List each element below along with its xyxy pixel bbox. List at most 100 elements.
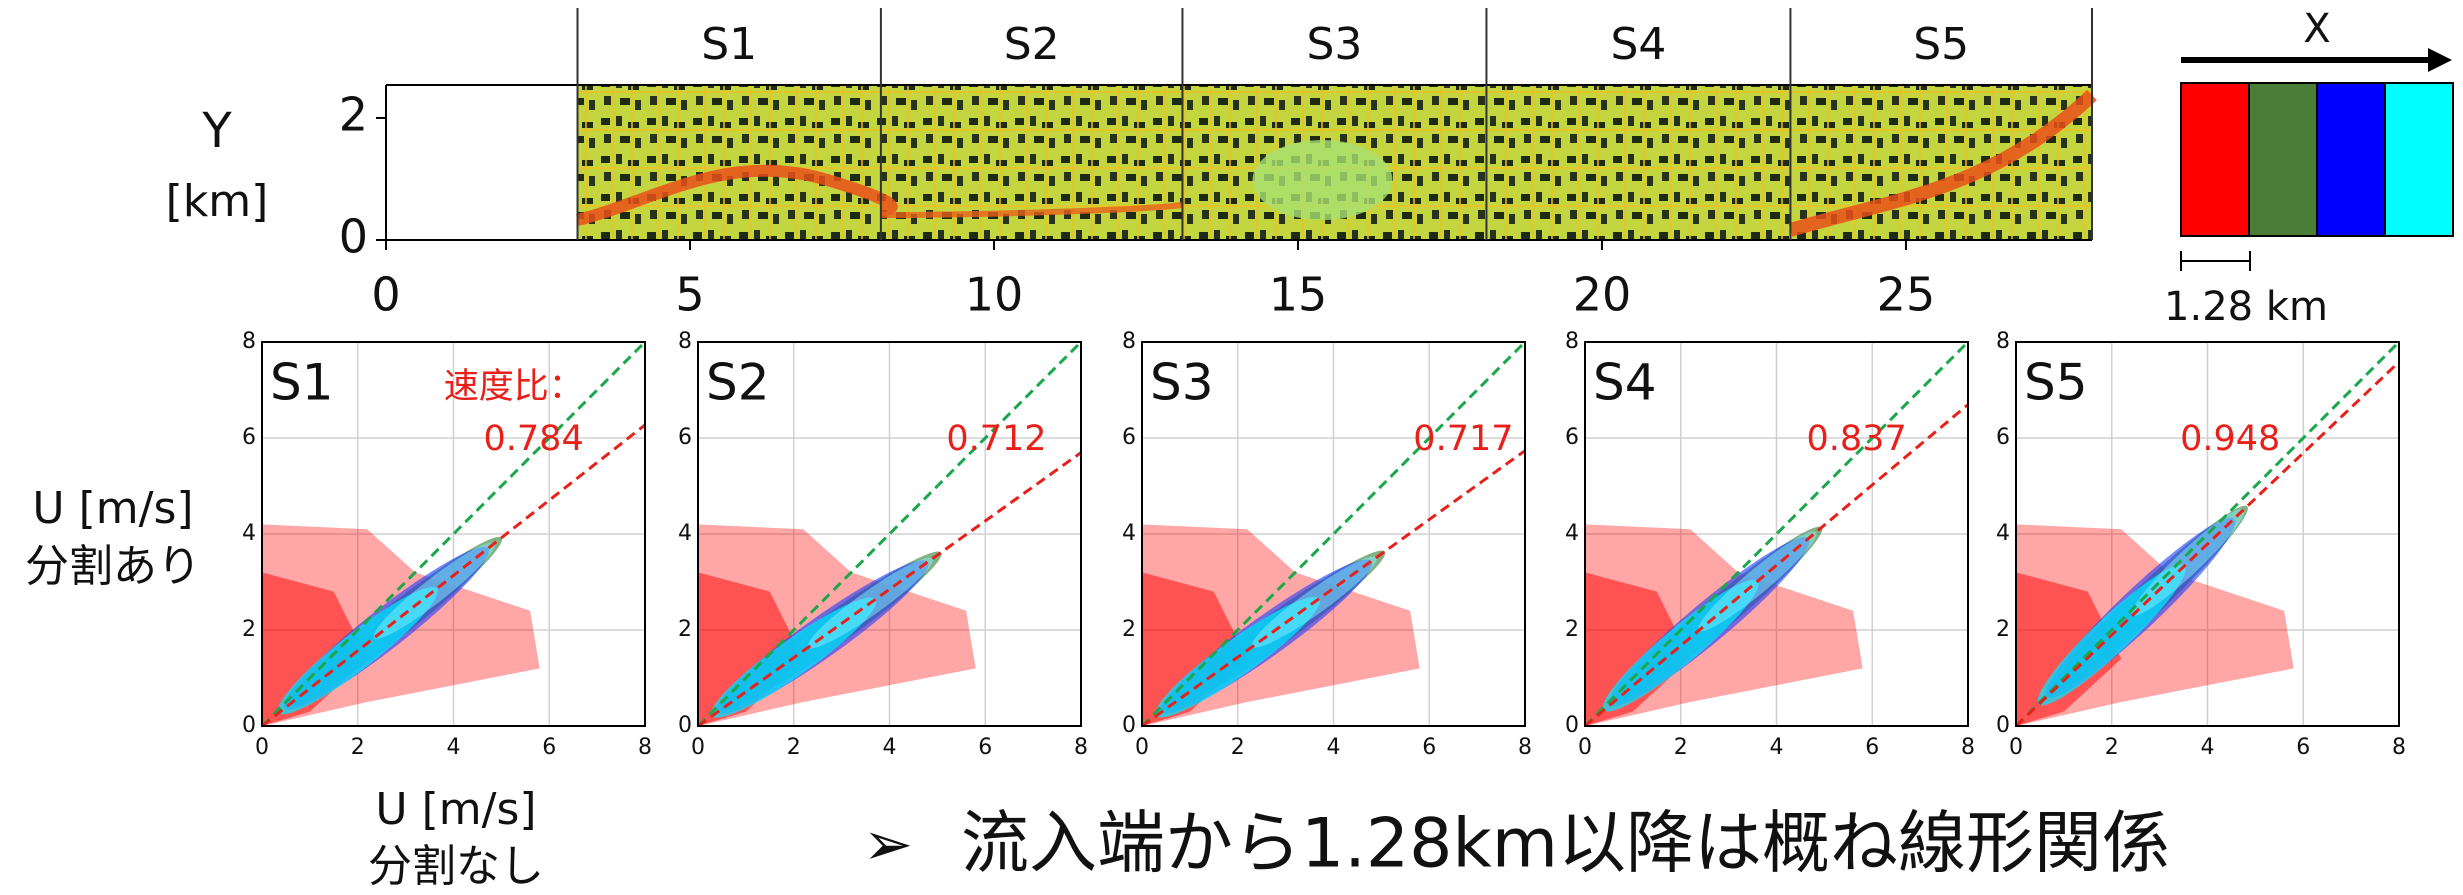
x-tick-label: 8 <box>1074 735 1088 760</box>
y-axis-unit: [km] <box>166 176 269 227</box>
fit-line <box>697 451 1082 728</box>
x-tick-label: 6 <box>542 735 556 760</box>
scatter-panel: 0 2 4 6 8 0 2 4 6 8 S4 0.837 <box>1565 329 1975 760</box>
axes-frame <box>697 341 1082 727</box>
y-tick-label: 6 <box>1565 425 1579 450</box>
legend-swatch <box>2384 82 2454 237</box>
fit-line <box>261 423 646 728</box>
legend <box>2180 82 2454 237</box>
x-tick-label: 6 <box>2296 735 2310 760</box>
x-tick-label: 4 <box>1327 735 1341 760</box>
x-tick-label: 2 <box>1674 735 1688 760</box>
y-tick-label: 2 <box>1996 617 2010 642</box>
y-tick-label: 0 <box>678 713 692 738</box>
point-cloud-red <box>698 572 804 726</box>
y-tick-label: 4 <box>1122 521 1136 546</box>
legend-swatch <box>2180 82 2250 237</box>
y-tick-label: 2 <box>339 87 368 141</box>
point-cloud-red <box>2016 572 2122 726</box>
x-tick-label: 0 <box>2009 735 2023 760</box>
point-cloud-red <box>1585 572 1691 726</box>
x-tick-label: 0 <box>691 735 705 760</box>
x-tick-label: 15 <box>1269 268 1328 322</box>
section-label: S3 <box>1306 19 1362 70</box>
axes-frame <box>2015 341 2400 727</box>
panel-title: S5 <box>2024 354 2088 412</box>
ratio-label: 0.784 <box>484 419 584 459</box>
x-tick-label: 2 <box>351 735 365 760</box>
y-tick-label: 4 <box>678 521 692 546</box>
x-tick-label: 8 <box>1518 735 1532 760</box>
x-tick-label: 10 <box>965 268 1024 322</box>
x-arrow-head <box>2428 48 2452 72</box>
x-tick-label: 5 <box>675 268 704 322</box>
y-tick-label: 6 <box>1996 425 2010 450</box>
axes-frame <box>1584 341 1969 727</box>
y-tick-label: 4 <box>1996 521 2010 546</box>
y-tick-label: 8 <box>1996 329 2010 354</box>
y-tick-label: 8 <box>242 329 256 354</box>
x-tick-label: 0 <box>1578 735 1592 760</box>
y-tick-label: 2 <box>1122 617 1136 642</box>
scatter-panel: 0 2 4 6 8 0 2 4 6 8 S1 0.784 速度比： <box>242 329 652 760</box>
legend-axis-label: X <box>2303 6 2330 52</box>
x-tick-label: 4 <box>883 735 897 760</box>
fit-line <box>1584 403 1969 728</box>
axes-frame <box>261 341 646 727</box>
scatter-panel: 0 2 4 6 8 0 2 4 6 8 S3 0.717 <box>1122 329 1532 760</box>
scatter-panel: 0 2 4 6 8 0 2 4 6 8 S2 0.712 <box>678 329 1088 760</box>
y-tick-label: 2 <box>242 617 256 642</box>
x-tick-label: 8 <box>2392 735 2406 760</box>
y-tick-label: 8 <box>1122 329 1136 354</box>
identity-line <box>1583 340 1970 728</box>
x-tick-label: 0 <box>255 735 269 760</box>
point-cloud-red <box>1142 572 1248 726</box>
section-label: S1 <box>701 19 757 70</box>
map-decoration <box>576 85 2097 240</box>
ratio-caption: 速度比： <box>444 367 584 407</box>
legend-swatch <box>2248 82 2318 237</box>
fit-line <box>2014 360 2401 728</box>
x-axis-label: U [m/s] <box>375 784 536 835</box>
x-tick-label: 2 <box>2105 735 2119 760</box>
identity-line <box>2014 340 2401 728</box>
river <box>1788 89 2097 237</box>
x-tick-label: 25 <box>1877 268 1936 322</box>
section-label: S2 <box>1004 19 1060 70</box>
panel-title: S3 <box>1150 354 1214 412</box>
y-tick-label: 6 <box>242 425 256 450</box>
y-axis-label: Y <box>201 103 232 159</box>
legend-swatch <box>2316 82 2386 237</box>
y-tick-label: 6 <box>678 425 692 450</box>
identity-line <box>260 340 647 728</box>
y-tick-label: 0 <box>1565 713 1579 738</box>
y-tick-label: 6 <box>1122 425 1136 450</box>
x-tick-label: 6 <box>1865 735 1879 760</box>
x-tick-label: 2 <box>787 735 801 760</box>
axes-frame <box>1141 341 1526 727</box>
river <box>880 202 1183 218</box>
bullet: ➢ <box>863 810 913 880</box>
y-axis-label: U [m/s] <box>32 483 193 534</box>
panel-title: S2 <box>706 354 770 412</box>
point-cloud-red <box>262 572 368 726</box>
y-tick-label: 8 <box>1565 329 1579 354</box>
y-axis-label: 分割あり <box>25 541 201 592</box>
y-tick-label: 4 <box>242 521 256 546</box>
note-text: 流入端から1.28km以降は概ね線形関係 <box>961 805 2170 884</box>
x-tick-label: 0 <box>1135 735 1149 760</box>
x-tick-label: 6 <box>978 735 992 760</box>
x-tick-label: 2 <box>1231 735 1245 760</box>
scale-label: 1.28 km <box>2164 284 2328 330</box>
x-tick-label: 4 <box>1770 735 1784 760</box>
x-tick-label: 8 <box>638 735 652 760</box>
y-tick-label: 8 <box>678 329 692 354</box>
y-tick-label: 0 <box>339 210 368 264</box>
section-label: S5 <box>1913 19 1969 70</box>
panel-title: S1 <box>270 354 334 412</box>
scatter-panel: 0 2 4 6 8 0 2 4 6 8 S5 0.948 <box>1996 329 2406 760</box>
x-tick-label: 4 <box>447 735 461 760</box>
y-tick-label: 2 <box>1565 617 1579 642</box>
